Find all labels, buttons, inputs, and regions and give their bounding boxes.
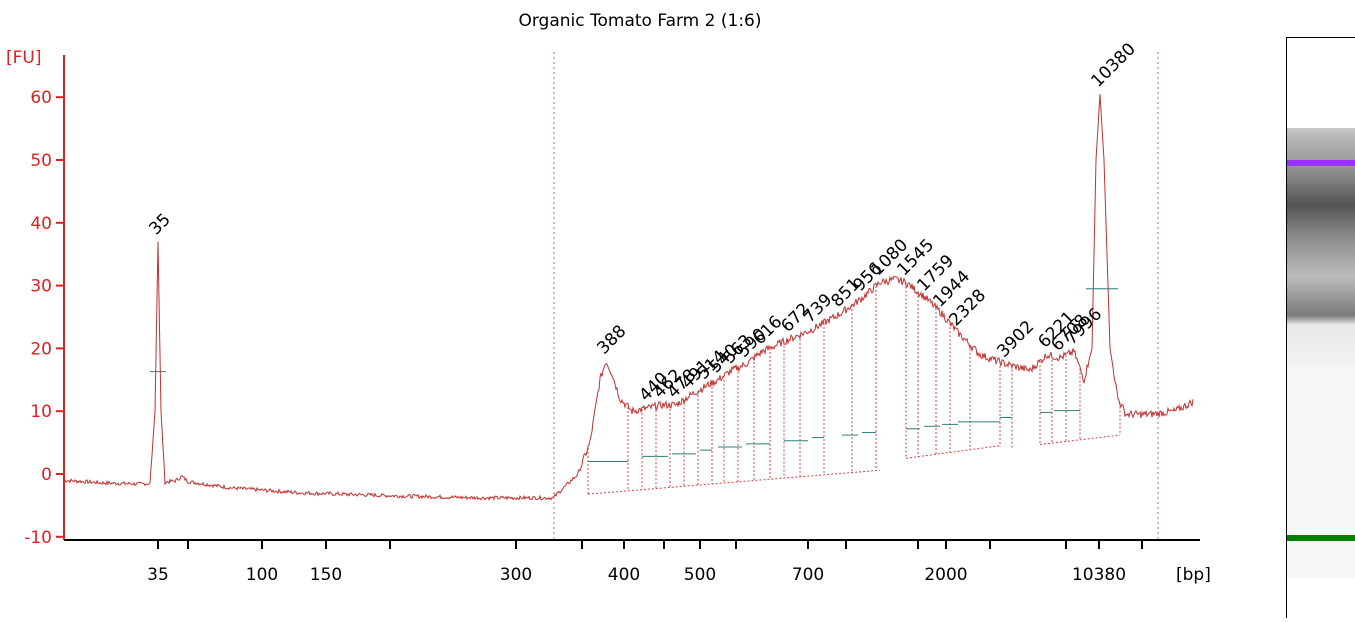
trace-line (63, 94, 1194, 501)
baseline (587, 469, 881, 495)
x-tick-label: 700 (792, 565, 824, 585)
y-tick-label: -10 (24, 528, 52, 548)
lower-marker-band (1287, 535, 1355, 541)
y-tick-label: 40 (30, 214, 52, 234)
chart-title: Organic Tomato Farm 2 (1:6) (518, 11, 761, 31)
y-tick-label: 10 (30, 402, 52, 422)
electropherogram-chart: Organic Tomato Farm 2 (1:6) [FU] [bp] -1… (6, 11, 1211, 585)
x-tick-label: 2000 (924, 565, 967, 585)
marker-label: 35 (145, 210, 174, 239)
gel-lane (1286, 37, 1355, 618)
x-tick-label: 10380 (1072, 565, 1126, 585)
baseline (905, 445, 1001, 459)
x-axis-unit: [bp] (1176, 565, 1211, 585)
y-tick-label: 30 (30, 277, 52, 297)
upper-marker-band (1287, 160, 1355, 166)
gel-lane-image (1287, 128, 1355, 578)
y-tick-label: 20 (30, 339, 52, 359)
x-tick-label: 35 (147, 565, 169, 585)
baseline (1039, 434, 1121, 445)
x-tick-label: 150 (310, 565, 342, 585)
peak-label: 3902 (993, 317, 1038, 362)
marker-label: 10380 (1087, 39, 1139, 91)
y-axis-unit: [FU] (6, 48, 42, 68)
gel-smear (1287, 128, 1355, 368)
x-tick-label: 400 (608, 565, 640, 585)
x-tick-label: 100 (246, 565, 278, 585)
x-axis: 35 100 150 300 400 500 700 2000 10380 (64, 539, 1200, 585)
trace-group (63, 94, 1194, 501)
peak-label: 388 (593, 321, 630, 358)
cursor-lines (553, 52, 1159, 540)
x-tick-label: 300 (500, 565, 532, 585)
peak-labels: 3884404624784915145405635906166727398519… (145, 39, 1139, 405)
peak-windows (150, 282, 1121, 495)
gel-background (1287, 368, 1355, 578)
y-axis: -10 0 10 20 30 40 50 60 (24, 55, 65, 548)
y-tick-label: 0 (41, 465, 52, 485)
y-tick-label: 50 (30, 151, 52, 171)
y-tick-label: 60 (30, 88, 52, 108)
x-tick-label: 500 (684, 565, 716, 585)
